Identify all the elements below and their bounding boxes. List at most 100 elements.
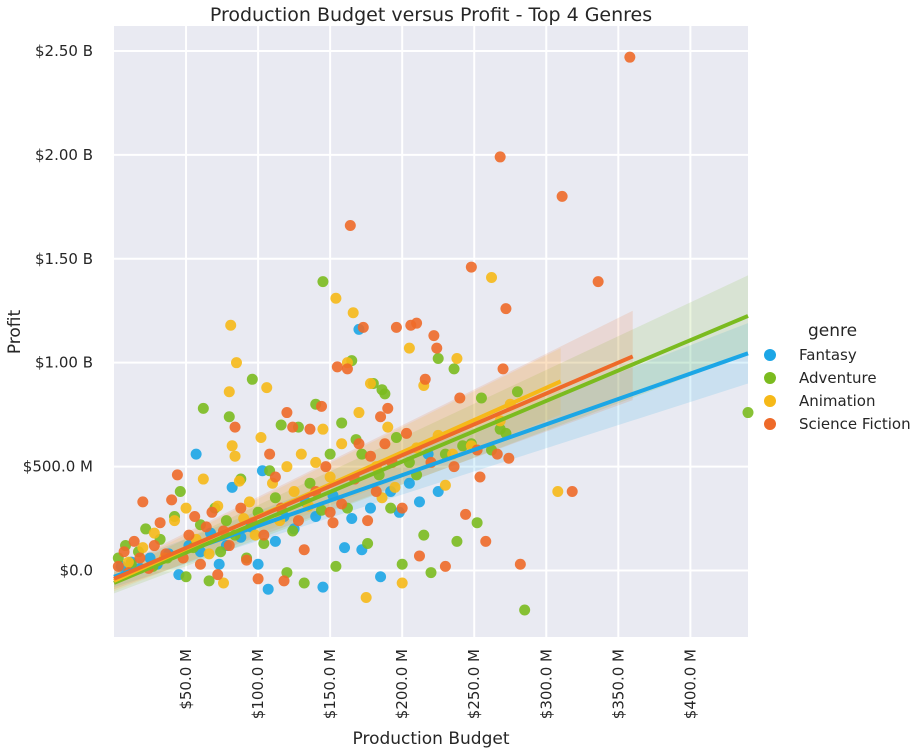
legend-title: genre [808, 321, 857, 341]
data-point-science-fiction [491, 448, 503, 460]
data-point-animation [353, 407, 365, 419]
legend-marker-science-fiction [764, 418, 776, 430]
data-point-fantasy [317, 581, 329, 593]
data-point-science-fiction [474, 471, 486, 483]
legend-label-adventure: Adventure [799, 369, 877, 387]
data-point-science-fiction [324, 506, 336, 518]
data-point-science-fiction [292, 515, 304, 527]
data-point-science-fiction [223, 540, 235, 552]
data-point-adventure [432, 353, 444, 365]
data-point-science-fiction [556, 190, 568, 202]
data-point-adventure [356, 448, 368, 460]
data-point-adventure [448, 363, 460, 375]
data-point-animation [229, 450, 241, 462]
data-point-science-fiction [357, 321, 369, 333]
legend-label-science-fiction: Science Fiction [799, 415, 911, 433]
data-point-science-fiction [166, 494, 178, 506]
data-point-science-fiction [500, 303, 512, 315]
data-point-animation [310, 456, 322, 468]
data-point-animation [218, 577, 230, 589]
data-point-science-fiction [401, 427, 413, 439]
data-point-science-fiction [171, 469, 183, 481]
data-point-adventure [315, 504, 327, 516]
data-point-animation [226, 440, 238, 452]
data-point-science-fiction [112, 560, 124, 572]
legend-marker-adventure [764, 372, 776, 384]
data-point-adventure [379, 388, 391, 400]
data-point-science-fiction [379, 438, 391, 450]
data-point-science-fiction [128, 535, 140, 547]
data-point-animation [317, 423, 329, 435]
data-point-adventure [304, 477, 316, 489]
data-point-adventure [174, 486, 186, 498]
data-point-animation [197, 473, 209, 485]
data-point-animation [255, 431, 267, 443]
data-point-fantasy [403, 477, 415, 489]
data-point-adventure [390, 431, 402, 443]
data-point-science-fiction [137, 496, 149, 508]
data-point-adventure [475, 392, 487, 404]
data-point-science-fiction [278, 575, 290, 587]
data-point-animation [364, 377, 376, 389]
y-axis-label: Profit [5, 309, 25, 354]
data-point-adventure [471, 517, 483, 529]
data-point-adventure [197, 402, 209, 414]
data-point-adventure [742, 407, 754, 419]
data-point-science-fiction [252, 573, 264, 585]
data-point-adventure [324, 448, 336, 460]
data-point-science-fiction [154, 517, 166, 529]
y-tick-label: $2.00 B [35, 146, 93, 164]
data-point-science-fiction [258, 529, 270, 541]
data-point-science-fiction [118, 546, 130, 558]
data-point-adventure [223, 411, 235, 423]
data-point-adventure [298, 577, 310, 589]
data-point-science-fiction [439, 560, 451, 572]
data-point-adventure [180, 571, 192, 583]
data-point-science-fiction [298, 544, 310, 556]
data-point-science-fiction [375, 411, 387, 423]
regression-line-adventure [113, 314, 749, 585]
legend-marker-fantasy [764, 349, 776, 361]
data-point-science-fiction [315, 400, 327, 412]
data-point-science-fiction [200, 521, 212, 533]
confidence-band-adventure [114, 275, 748, 594]
data-point-animation [281, 461, 293, 473]
data-point-adventure [215, 546, 227, 558]
data-point-adventure [258, 537, 270, 549]
data-point-science-fiction [566, 486, 578, 498]
data-point-science-fiction [411, 317, 423, 329]
data-point-animation [288, 486, 300, 498]
data-point-science-fiction [413, 550, 425, 562]
data-point-animation [347, 307, 359, 319]
data-point-adventure [281, 567, 293, 579]
chart-title: Production Budget versus Profit - Top 4 … [210, 4, 652, 26]
data-point-fantasy [432, 486, 444, 498]
scatter-points [112, 51, 754, 616]
data-point-adventure [511, 386, 523, 398]
data-point-science-fiction [336, 498, 348, 510]
x-tick-label: $350.0 M [609, 649, 627, 719]
data-point-science-fiction [287, 421, 299, 433]
data-point-science-fiction [194, 558, 206, 570]
data-point-fantasy [375, 571, 387, 583]
data-point-science-fiction [364, 450, 376, 462]
data-point-science-fiction [382, 402, 394, 414]
data-point-science-fiction [269, 471, 281, 483]
data-point-science-fiction [419, 373, 431, 385]
x-tick-label: $200.0 M [393, 649, 411, 719]
x-tick-label: $50.0 M [177, 649, 195, 710]
data-point-animation [137, 542, 149, 554]
y-tick-labels: $0.0 $500.0 M $1.00 B $1.50 B $2.00 B $2.50 B [23, 42, 93, 580]
data-point-adventure [140, 523, 152, 535]
data-point-animation [148, 527, 160, 539]
legend: genre Fantasy Adventure Animation Science F… [764, 321, 911, 433]
x-tick-label: $100.0 M [249, 649, 267, 719]
data-point-adventure [425, 567, 437, 579]
data-point-fantasy [213, 558, 225, 570]
data-point-fantasy [269, 535, 281, 547]
data-point-animation [225, 319, 237, 331]
data-point-fantasy [226, 481, 238, 493]
data-point-science-fiction [514, 558, 526, 570]
data-point-adventure [385, 502, 397, 514]
data-point-animation [243, 496, 255, 508]
